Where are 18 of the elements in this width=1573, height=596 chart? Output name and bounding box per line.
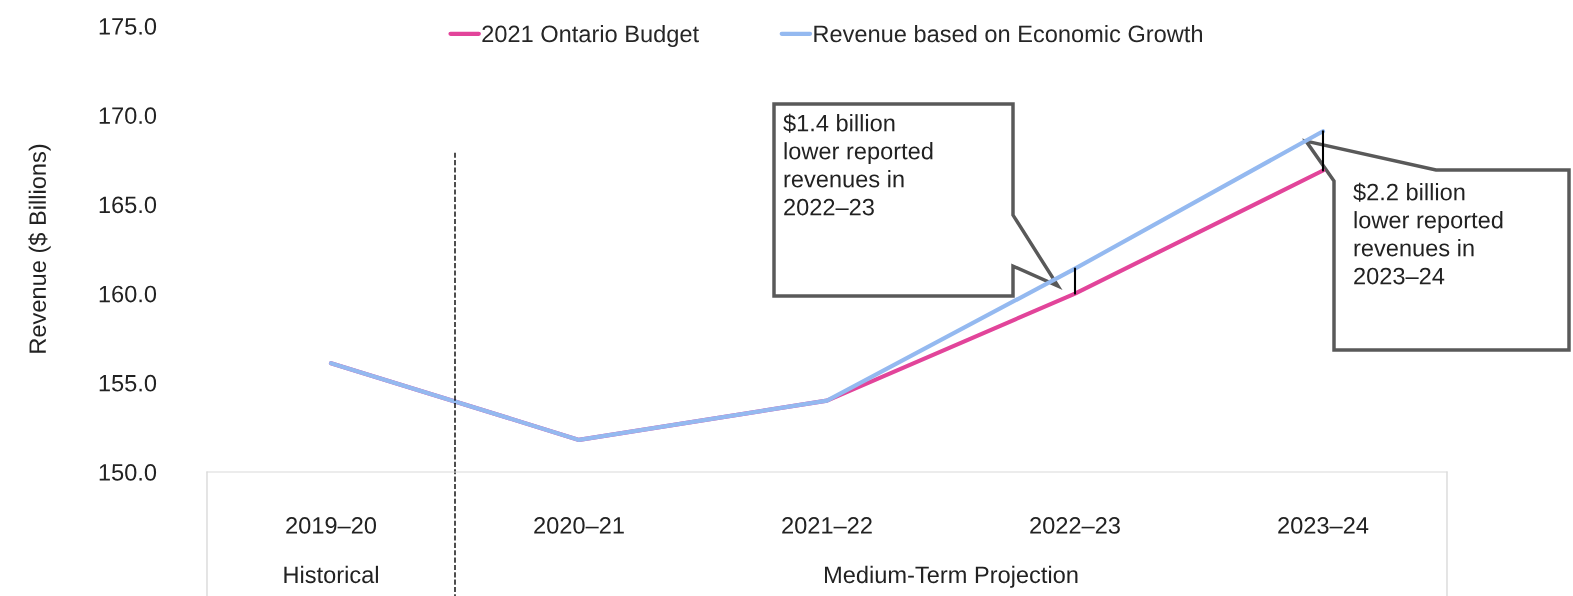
text: Historical	[284, 565, 378, 584]
y-tick-label: 155.0	[99, 374, 157, 392]
y-tick-label: 150.0	[99, 464, 157, 481]
annotation: $2.2 billion lower reported revenues in 2023–24	[1353, 182, 1503, 285]
y-axis-title: Revenue ($ Billions)	[28, 144, 51, 353]
y-tick-label: 170.0	[99, 107, 157, 124]
legend-label: Revenue based on Economic Growth	[814, 24, 1202, 43]
x-tick-label: 2022–23	[1030, 517, 1120, 534]
annotation: $1.4 billion lower reported revenues in 2022–23	[783, 113, 933, 216]
text: Medium-Term Projection	[825, 565, 1078, 588]
y-tick-label: 175.0	[99, 18, 157, 35]
x-tick-label: 2023–24	[1278, 517, 1369, 534]
y-tick-label: 165.0	[99, 196, 157, 214]
legend-label: 2021 Ontario Budget	[482, 24, 699, 47]
x-tick-label: 2019–20	[286, 517, 377, 534]
y-tick-label: 160.0	[99, 285, 157, 303]
x-tick-label: 2020–21	[534, 517, 624, 534]
x-tick-label: 2021–22	[782, 517, 872, 534]
